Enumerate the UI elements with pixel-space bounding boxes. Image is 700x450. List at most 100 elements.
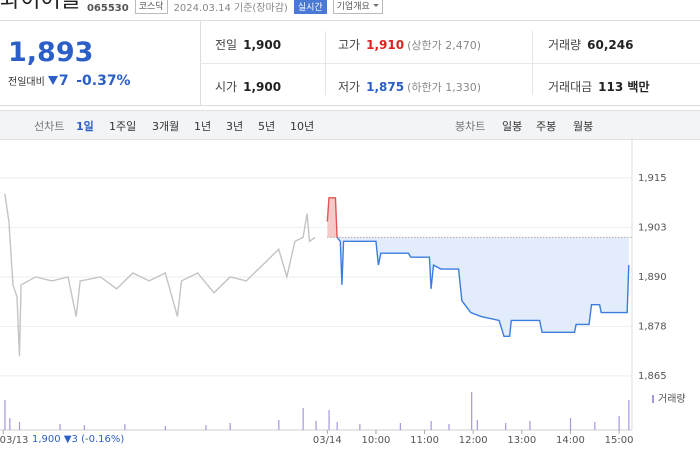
tab[interactable]: 3개월 xyxy=(152,120,180,133)
stat-label: 고가 xyxy=(338,38,361,52)
prev-close: 1,900 xyxy=(32,434,61,445)
x-tick-label: 03/14 xyxy=(313,435,342,446)
stat-label: 전일 xyxy=(215,38,238,52)
stat-label: 저가 xyxy=(338,80,361,94)
tab[interactable]: 1년 xyxy=(194,120,212,133)
stat-value: 1,875 xyxy=(366,80,405,94)
volume-bar xyxy=(164,426,166,430)
stat-value: 60,246 xyxy=(587,38,634,52)
tab-group-label: 선차트 xyxy=(34,120,65,133)
volume-bar xyxy=(618,416,620,430)
x-tick-label: 11:00 xyxy=(410,435,439,446)
stat-note: (상한가 2,470) xyxy=(407,39,481,52)
stat: 시가 1,900 xyxy=(215,78,281,95)
y-tick-label: 1,878 xyxy=(638,321,667,332)
stat: 저가 1,875 (하한가 1,330) xyxy=(338,78,481,95)
divider xyxy=(200,63,700,64)
tab[interactable]: 주봉 xyxy=(536,120,557,133)
prev-rate: (-0.16%) xyxy=(81,434,125,445)
volume-bar xyxy=(430,421,432,430)
tab[interactable]: 월봉 xyxy=(573,120,594,133)
change: 전일대비 7 -0.37% xyxy=(8,73,131,89)
y-tick-label: 1,865 xyxy=(638,371,667,382)
x-tick-label: 15:00 xyxy=(605,435,634,446)
price: 1,893 xyxy=(8,37,94,68)
volume-bar xyxy=(336,422,338,430)
tab-bar: 선차트 1일 1주일 3개월 1년 3년 5년 10년 봉차트 일봉 주봉 월봉 xyxy=(0,110,700,140)
caret xyxy=(372,3,379,10)
x-tick-label: 03/13 xyxy=(0,435,28,446)
price-line xyxy=(336,237,630,338)
tab[interactable]: 일봉 xyxy=(502,120,523,133)
y-tick-label: 1,903 xyxy=(638,222,667,233)
tab[interactable]: 3년 xyxy=(226,120,244,133)
volume-bar xyxy=(569,418,572,430)
volume-bar xyxy=(328,410,330,430)
date: 2024.03.14 기준(장마감) xyxy=(173,3,288,14)
volume-bar xyxy=(448,424,450,430)
volume-bar xyxy=(18,422,21,430)
tab[interactable]: 10년 xyxy=(290,120,315,133)
tab[interactable]: 5년 xyxy=(258,120,276,133)
change-label: 전일대비 xyxy=(8,77,45,88)
down-icon xyxy=(47,76,58,85)
stat: 거래량 60,246 xyxy=(548,36,633,53)
volume-bar xyxy=(315,421,317,430)
quote-panel: 1,893 전일대비 7 -0.37% 전일 1,900 고가 1,910 (상한가 2,… xyxy=(0,20,700,106)
stat-note: (하한가 1,330) xyxy=(407,81,481,94)
volume-bar xyxy=(4,400,6,430)
tab[interactable]: 1일 xyxy=(76,120,94,133)
prev-info: 1,900 ▼3 (-0.16%) xyxy=(32,434,125,445)
stock-code: 065530 xyxy=(86,3,129,14)
x-tick-label: 13:00 xyxy=(507,435,536,446)
chart: 1,865 1,878 1,890 1,903 1,915 03/13 03/14 10:00… xyxy=(0,140,686,446)
x-tick-label: 10:00 xyxy=(362,435,391,446)
stat: 고가 1,910 (상한가 2,470) xyxy=(338,36,481,53)
company-info-label: 기업개요 xyxy=(336,2,370,12)
volume-bar xyxy=(205,425,207,430)
volume-bar xyxy=(359,424,361,430)
stat: 거래대금 113 백만 xyxy=(548,78,649,95)
price-line xyxy=(4,193,316,357)
volume-bar xyxy=(9,418,11,430)
volume-bar xyxy=(229,423,231,430)
stat-value: 1,900 xyxy=(243,80,282,94)
volume-bar xyxy=(278,420,280,430)
stat-label: 거래대금 xyxy=(548,80,593,94)
area-below xyxy=(337,237,629,337)
y-tick-label: 1,890 xyxy=(638,272,667,283)
volume-bar xyxy=(302,408,304,430)
divider xyxy=(532,31,533,95)
prev-change: 3 xyxy=(71,434,78,445)
tab[interactable]: 1주일 xyxy=(109,120,137,133)
stat-value: 1,910 xyxy=(366,38,405,52)
company-info-button[interactable]: 기업개요 xyxy=(332,0,383,14)
volume-bar xyxy=(83,425,85,430)
volume-bar xyxy=(476,420,478,430)
volume-bar xyxy=(399,423,401,430)
volume-bar xyxy=(594,422,596,430)
x-tick-label: 14:00 xyxy=(556,435,585,446)
volume-bar xyxy=(529,421,531,430)
market: 코스닥 xyxy=(134,0,168,14)
legend-swatch xyxy=(652,395,654,403)
divider xyxy=(325,31,326,95)
volume-bar xyxy=(471,392,473,430)
volume-bar xyxy=(59,424,61,430)
legend-label: 거래량 xyxy=(658,393,686,405)
change-rate: -0.37% xyxy=(76,73,131,89)
stat: 전일 1,900 xyxy=(215,36,281,53)
stat-value: 1,900 xyxy=(243,38,282,52)
tab-group-label: 봉차트 xyxy=(455,120,486,133)
volume-bar xyxy=(628,400,630,430)
stat-label: 시가 xyxy=(215,80,238,94)
change-value: 7 xyxy=(58,73,69,89)
x-tick-label: 12:00 xyxy=(459,435,488,446)
stat-value: 113 백만 xyxy=(598,80,650,94)
stat-label: 거래량 xyxy=(548,38,582,52)
volume-bar xyxy=(124,424,126,430)
realtime-badge[interactable]: 실시간 xyxy=(293,0,327,14)
y-tick-label: 1,915 xyxy=(638,173,667,184)
stock-name: 와이어블 xyxy=(0,0,81,13)
